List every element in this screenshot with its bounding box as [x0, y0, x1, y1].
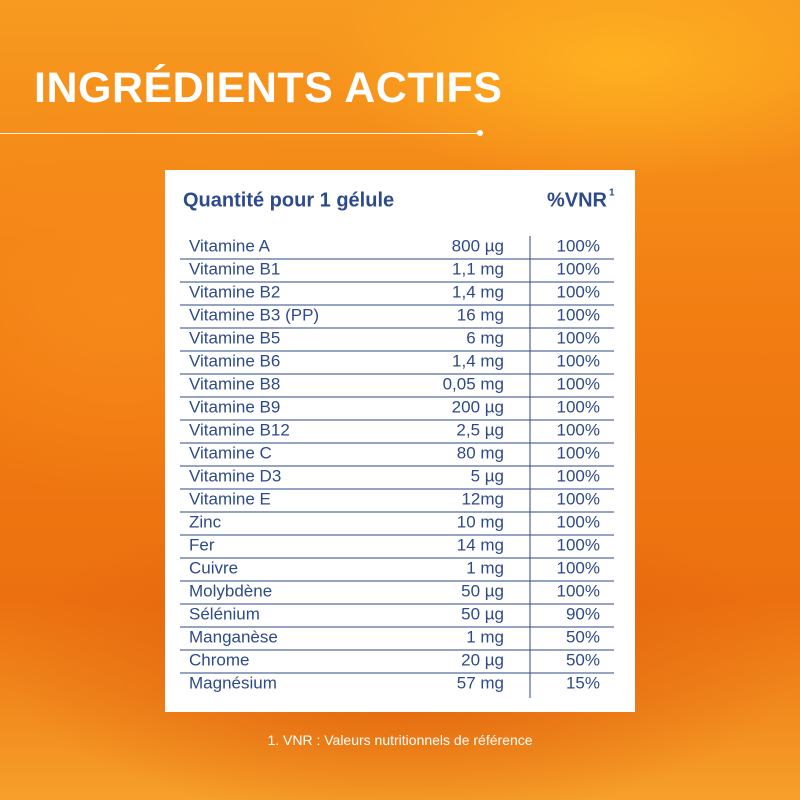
- ingredient-name: Vitamine E: [189, 489, 271, 508]
- ingredient-name: Molybdène: [189, 581, 272, 600]
- ingredient-amount: 14 mg: [457, 535, 504, 554]
- ingredient-amount: 800 µg: [452, 236, 504, 255]
- divider-dot: [477, 130, 483, 136]
- ingredient-vnr: 100%: [557, 397, 600, 416]
- ingredient-name: Chrome: [189, 650, 249, 669]
- ingredient-name: Vitamine C: [189, 443, 272, 462]
- ingredient-vnr: 100%: [557, 443, 600, 462]
- footnote: 1. VNR : Valeurs nutritionnels de référe…: [267, 732, 533, 748]
- ingredient-name: Vitamine B5: [189, 328, 280, 347]
- ingredient-name: Manganèse: [189, 627, 278, 646]
- ingredient-vnr: 100%: [557, 282, 600, 301]
- ingredient-amount: 200 µg: [452, 397, 504, 416]
- table-card: Quantité pour 1 gélule %VNR 1 Vitamine A…: [165, 170, 635, 712]
- ingredient-name: Vitamine A: [189, 236, 271, 255]
- ingredient-name: Vitamine B3 (PP): [189, 305, 319, 324]
- ingredient-vnr: 100%: [557, 259, 600, 278]
- ingredient-name: Magnésium: [189, 673, 277, 692]
- ingredient-name: Zinc: [189, 512, 222, 531]
- ingredient-vnr: 100%: [557, 581, 600, 600]
- ingredient-vnr: 100%: [557, 558, 600, 577]
- ingredient-amount: 50 µg: [461, 581, 504, 600]
- ingredient-amount: 1 mg: [466, 627, 504, 646]
- ingredient-vnr: 100%: [557, 512, 600, 531]
- ingredient-vnr: 100%: [557, 305, 600, 324]
- ingredient-amount: 20 µg: [461, 650, 504, 669]
- ingredient-vnr: 50%: [566, 650, 600, 669]
- ingredient-name: Vitamine B9: [189, 397, 280, 416]
- column-header: Quantité pour 1 gélule: [183, 189, 394, 211]
- ingredient-name: Vitamine B8: [189, 374, 280, 393]
- ingredient-name: Vitamine B2: [189, 282, 280, 301]
- ingredient-name: Vitamine B6: [189, 351, 280, 370]
- ingredient-name: Fer: [189, 535, 215, 554]
- ingredient-amount: 1,4 mg: [452, 351, 504, 370]
- ingredient-amount: 16 mg: [457, 305, 504, 324]
- title: INGRÉDIENTS ACTIFS: [34, 64, 503, 112]
- ingredient-vnr: 100%: [557, 236, 600, 255]
- table: Quantité pour 1 gélule %VNR 1 Vitamine A…: [180, 188, 615, 698]
- ingredient-vnr: 100%: [557, 351, 600, 370]
- ingredient-amount: 2,5 µg: [456, 420, 504, 439]
- ingredient-vnr: 100%: [557, 535, 600, 554]
- ingredient-vnr: 100%: [557, 466, 600, 485]
- column-header: %VNR: [547, 189, 608, 211]
- footnote-mark: 1: [609, 188, 615, 199]
- ingredient-vnr: 100%: [557, 489, 600, 508]
- ingredient-amount: 50 µg: [461, 604, 504, 623]
- ingredient-vnr: 100%: [557, 374, 600, 393]
- ingredient-amount: 57 mg: [457, 673, 504, 692]
- ingredient-amount: 1,4 mg: [452, 282, 504, 301]
- divider: [0, 133, 480, 134]
- ingredient-amount: 0,05 mg: [443, 374, 504, 393]
- ingredient-amount: 6 mg: [466, 328, 504, 347]
- ingredient-amount: 12mg: [461, 489, 504, 508]
- ingredient-amount: 5 µg: [471, 466, 504, 485]
- ingredient-name: Vitamine B1: [189, 259, 280, 278]
- ingredient-vnr: 100%: [557, 420, 600, 439]
- ingredient-amount: 1 mg: [466, 558, 504, 577]
- ingredient-name: Vitamine B12: [189, 420, 290, 439]
- ingredient-amount: 80 mg: [457, 443, 504, 462]
- ingredient-name: Vitamine D3: [189, 466, 281, 485]
- ingredient-vnr: 90%: [566, 604, 600, 623]
- ingredient-amount: 10 mg: [457, 512, 504, 531]
- ingredient-vnr: 100%: [557, 328, 600, 347]
- ingredient-amount: 1,1 mg: [452, 259, 504, 278]
- ingredient-name: Sélénium: [189, 604, 260, 623]
- ingredient-name: Cuivre: [189, 558, 238, 577]
- ingredient-vnr: 15%: [566, 673, 600, 692]
- ingredient-vnr: 50%: [566, 627, 600, 646]
